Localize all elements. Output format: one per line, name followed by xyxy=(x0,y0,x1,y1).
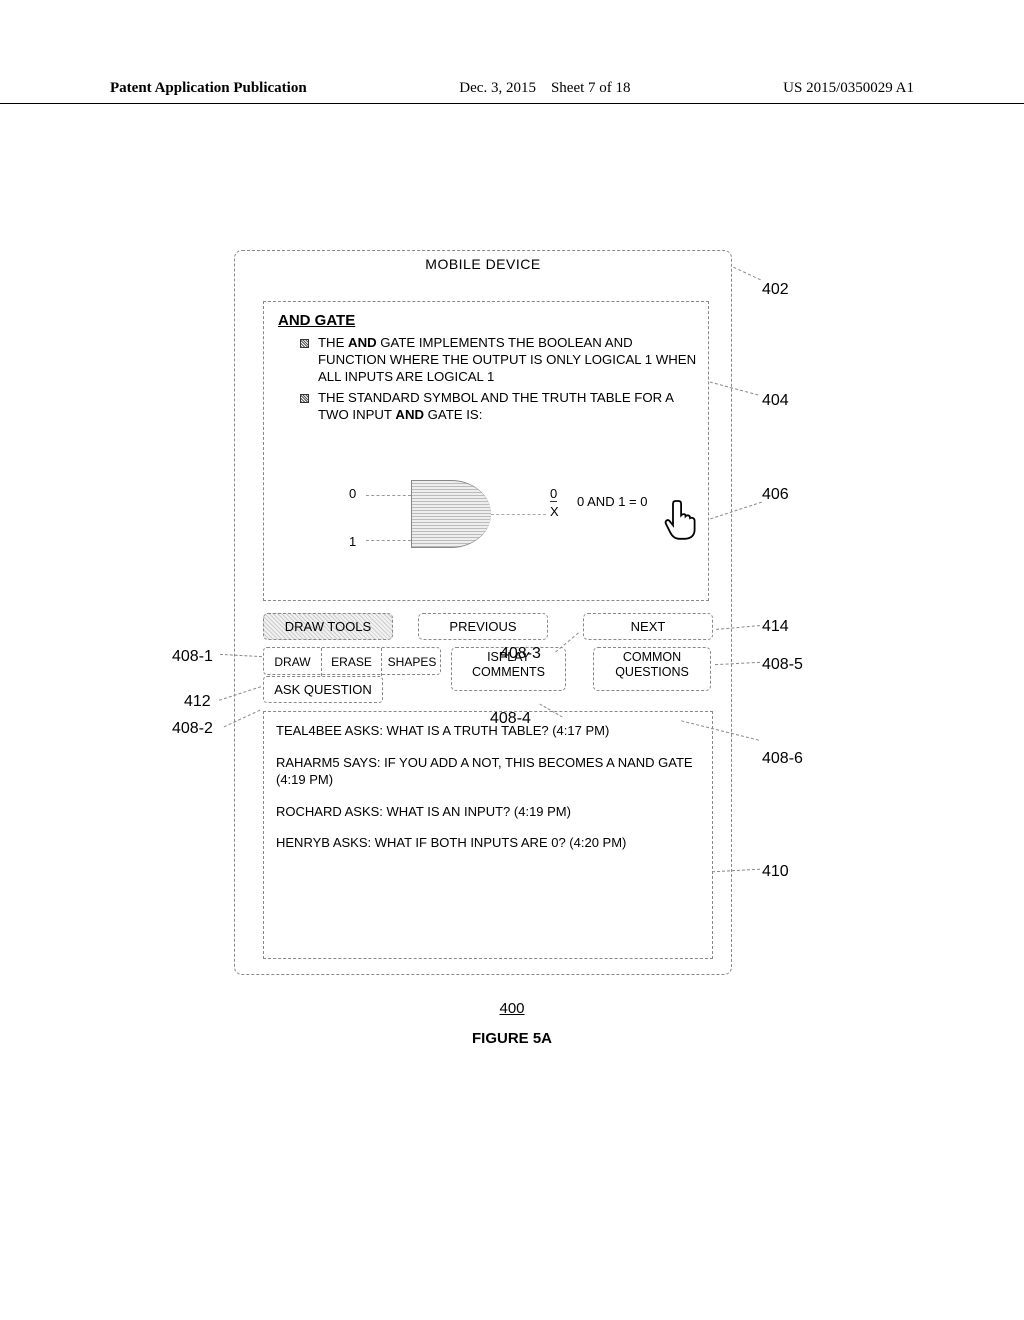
comments-feed: TEAL4BEE ASKS: WHAT IS A TRUTH TABLE? (4… xyxy=(263,711,713,959)
next-button[interactable]: NEXT xyxy=(583,613,713,640)
ref-408-2: 408-2 xyxy=(172,720,213,738)
bullet-2: THE STANDARD SYMBOL AND THE TRUTH TABLE … xyxy=(300,390,698,424)
header-mid: Dec. 3, 2015 Sheet 7 of 18 xyxy=(459,80,630,97)
ref-402: 402 xyxy=(762,281,789,299)
ref-408-1: 408-1 xyxy=(172,648,213,666)
lesson-bullets: THE AND GATE IMPLEMENTS THE BOOLEAN AND … xyxy=(300,335,698,423)
ref-408-5: 408-5 xyxy=(762,656,803,674)
header-sheet: Sheet 7 of 18 xyxy=(551,80,631,96)
header-right: US 2015/0350029 A1 xyxy=(783,80,914,97)
display-comments-l2: COMMENTS xyxy=(472,665,545,679)
seg-draw[interactable]: DRAW xyxy=(264,648,322,676)
common-questions-button[interactable]: COMMON QUESTIONS xyxy=(593,647,711,691)
draw-tools-button[interactable]: DRAW TOOLS xyxy=(263,613,393,640)
eq-mid: AND 1 = xyxy=(584,494,640,509)
bullet-2-post: GATE IS: xyxy=(424,407,482,422)
gate-fraction: 0 X xyxy=(550,487,557,502)
previous-button[interactable]: PREVIOUS xyxy=(418,613,548,640)
ref-414: 414 xyxy=(762,618,789,636)
common-questions-l1: COMMON xyxy=(623,650,681,664)
mobile-device-frame: MOBILE DEVICE AND GATE THE AND GATE IMPL… xyxy=(234,250,732,975)
ref-404: 404 xyxy=(762,392,789,410)
gate-equation: 0 AND 1 = 0 xyxy=(577,494,647,509)
ref-406: 406 xyxy=(762,486,789,504)
bullet-2-bold: AND xyxy=(395,407,424,422)
and-gate-symbol xyxy=(411,480,491,548)
device-title: MOBILE DEVICE xyxy=(235,251,731,275)
seg-shapes[interactable]: SHAPES xyxy=(382,648,442,676)
figure-label: FIGURE 5A xyxy=(0,1030,1024,1047)
lesson-heading: AND GATE xyxy=(278,312,708,329)
gate-output-wire xyxy=(491,514,546,515)
gate-wire-top xyxy=(366,495,411,496)
feed-msg-3: ROCHARD ASKS: WHAT IS AN INPUT? (4:19 PM… xyxy=(276,803,700,821)
feed-msg-1: TEAL4BEE ASKS: WHAT IS A TRUTH TABLE? (4… xyxy=(276,722,700,740)
page: Patent Application Publication Dec. 3, 2… xyxy=(0,0,1024,1320)
ask-question-button[interactable]: ASK QUESTION xyxy=(263,676,383,703)
ref-408-4: 408-4 xyxy=(490,710,531,728)
lesson-panel: AND GATE THE AND GATE IMPLEMENTS THE BOO… xyxy=(263,301,709,601)
bullet-1-bold: AND xyxy=(348,335,377,350)
ref-412: 412 xyxy=(184,693,211,711)
gate-wire-bottom xyxy=(366,540,411,541)
ref-408-3: 408-3 xyxy=(500,645,541,663)
page-header: Patent Application Publication Dec. 3, 2… xyxy=(110,80,914,97)
figure-number: 400 xyxy=(0,1000,1024,1017)
ref-408-6: 408-6 xyxy=(762,750,803,768)
gate-input-1-label: 1 xyxy=(349,534,356,549)
common-questions-l2: QUESTIONS xyxy=(615,665,689,679)
bullet-2-pre: THE STANDARD SYMBOL AND THE TRUTH TABLE … xyxy=(318,390,673,422)
gate-fraction-bottom: X xyxy=(550,505,559,518)
draw-segmented-control: DRAW ERASE SHAPES xyxy=(263,647,441,675)
gate-input-0-label: 0 xyxy=(349,486,356,501)
bullet-1: THE AND GATE IMPLEMENTS THE BOOLEAN AND … xyxy=(300,335,698,386)
ref-410: 410 xyxy=(762,863,789,881)
feed-msg-4: HENRYB ASKS: WHAT IF BOTH INPUTS ARE 0? … xyxy=(276,834,700,852)
header-date: Dec. 3, 2015 xyxy=(459,80,536,96)
header-left: Patent Application Publication xyxy=(110,80,307,97)
seg-erase[interactable]: ERASE xyxy=(322,648,382,676)
lead-402 xyxy=(733,267,761,281)
pointer-hand-icon xyxy=(664,497,700,541)
gate-fraction-top: 0 xyxy=(550,487,557,500)
nav-row: DRAW TOOLS PREVIOUS NEXT xyxy=(263,613,713,643)
bullet-1-pre: THE xyxy=(318,335,348,350)
tools-row: DRAW ERASE SHAPES ASK QUESTION ISPLAY CO… xyxy=(263,647,713,707)
eq-right: 0 xyxy=(640,494,647,509)
header-rule xyxy=(0,103,1024,104)
and-gate-diagram: 0 1 0 X 0 AND 1 = 0 xyxy=(304,462,674,582)
feed-msg-2: RAHARM5 SAYS: IF YOU ADD A NOT, THIS BEC… xyxy=(276,754,700,789)
